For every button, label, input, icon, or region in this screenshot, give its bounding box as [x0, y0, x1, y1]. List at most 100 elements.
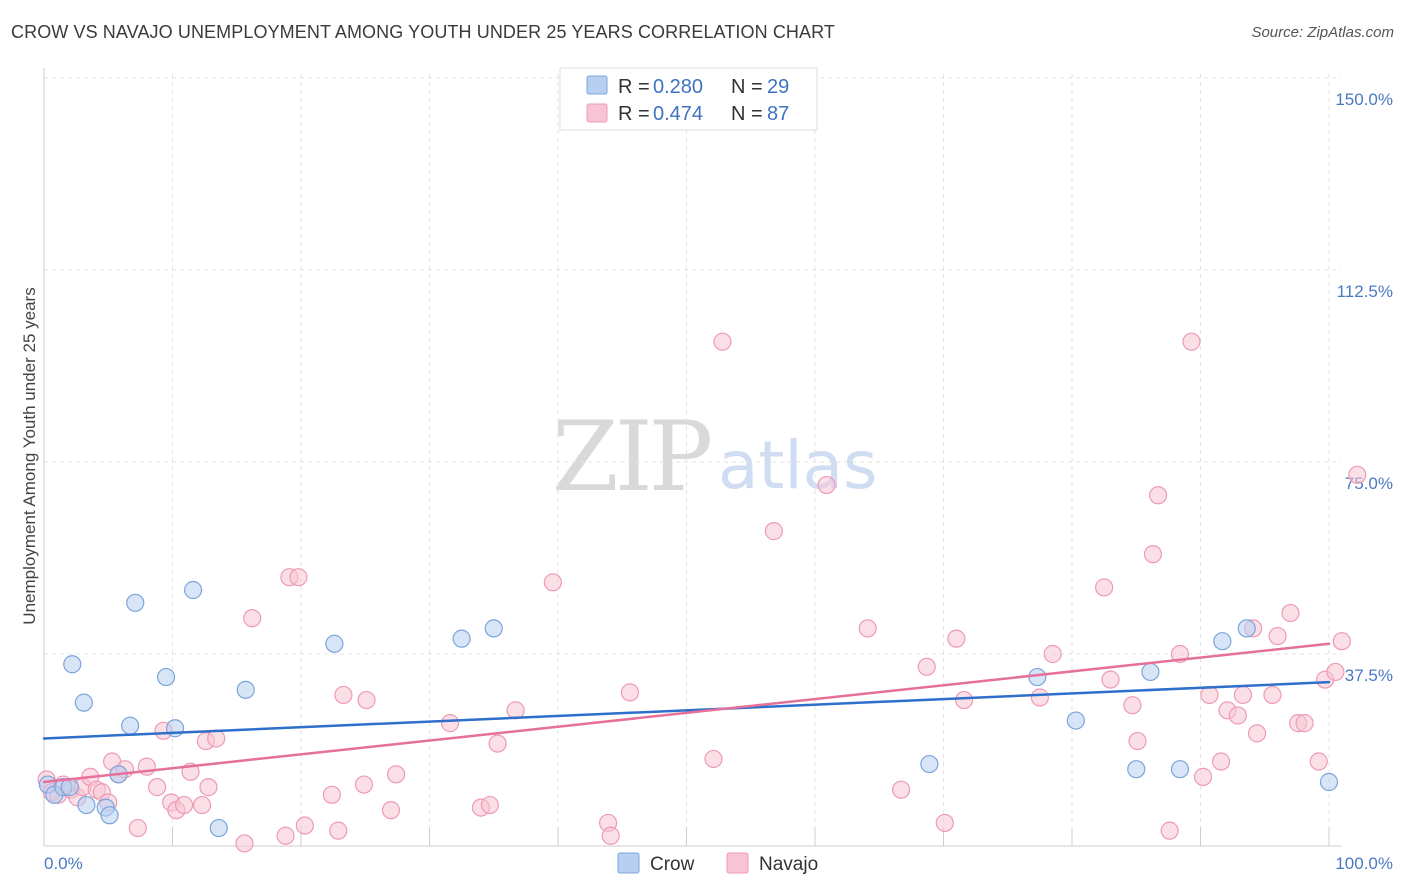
crow-point-19	[484, 619, 503, 638]
navajo-point-79	[1281, 603, 1300, 623]
axes	[43, 68, 1342, 847]
navajo-point-38	[386, 765, 406, 784]
navajo-point-44	[543, 573, 562, 592]
trend-lines	[42, 642, 1331, 784]
crow-point-12	[156, 667, 176, 687]
legend-crow-n-label: N =	[731, 76, 763, 98]
legend-navajo-r-value: 0.474	[653, 103, 703, 125]
y-tick-label-3: 150.0%	[1335, 90, 1393, 109]
crow-point-11	[126, 593, 145, 612]
crow-point-27	[1237, 619, 1256, 638]
navajo-point-43	[506, 701, 525, 720]
navajo-point-25	[207, 729, 226, 748]
navajo-point-70	[1200, 685, 1219, 705]
crow-point-21	[1028, 667, 1047, 687]
bottom-legend-navajo: Navajo	[759, 854, 818, 875]
navajo-point-85	[1332, 632, 1351, 651]
bottom-legend-crow: Crow	[650, 854, 695, 875]
source-attribution: Source: ZipAtlas.com	[1251, 24, 1394, 41]
navajo-point-30	[289, 568, 308, 587]
x-tick-label-1: 100.0%	[1335, 854, 1393, 873]
x-tick-labels: 0.0% 100.0%	[44, 854, 1393, 873]
navajo-point-61	[1101, 670, 1120, 689]
navajo-point-81	[1295, 714, 1314, 733]
navajo-point-35	[354, 775, 374, 794]
legend-navajo-n-label: N =	[731, 103, 763, 125]
crow-trend-line	[42, 680, 1331, 740]
navajo-point-82	[1309, 752, 1328, 771]
chart-title: CROW VS NAVAJO UNEMPLOYMENT AMONG YOUTH …	[11, 22, 836, 42]
crow-point-20	[920, 754, 939, 774]
navajo-point-48	[704, 749, 723, 769]
navajo-point-52	[858, 619, 877, 638]
navajo-point-14	[128, 818, 147, 838]
navajo-point-73	[1228, 706, 1247, 725]
crow-point-17	[325, 634, 344, 653]
navajo-point-58	[1043, 644, 1062, 664]
navajo-point-71	[1211, 752, 1231, 771]
legend-navajo-r-label: R =	[618, 103, 650, 125]
navajo-point-74	[1233, 685, 1253, 705]
legend-crow-r-value: 0.280	[653, 76, 703, 98]
navajo-point-20	[174, 795, 194, 815]
watermark-atlas: atlas	[718, 427, 878, 504]
navajo-point-33	[329, 821, 348, 840]
navajo-point-69	[1193, 767, 1213, 786]
navajo-point-86	[1348, 465, 1367, 484]
navajo-point-27	[243, 609, 262, 628]
legend-crow-n-value: 29	[767, 76, 789, 98]
legend-navajo-n-value: 87	[767, 103, 789, 125]
navajo-point-47	[620, 683, 640, 702]
crow-point-28	[1319, 772, 1339, 792]
navajo-point-16	[147, 778, 167, 797]
navajo-point-22	[192, 795, 212, 815]
x-tick-label-0: 0.0%	[44, 854, 83, 873]
legend-swatch-navajo	[586, 103, 608, 123]
legend-crow-r-label: R =	[618, 76, 650, 98]
navajo-point-53	[891, 780, 911, 799]
navajo-point-46	[601, 826, 620, 845]
crow-point-23	[1127, 760, 1146, 779]
navajo-point-31	[295, 816, 314, 835]
crow-point-8	[100, 806, 119, 825]
crow-point-14	[183, 580, 203, 600]
y-tick-label-0: 37.5%	[1345, 666, 1393, 685]
navajo-point-56	[947, 629, 966, 648]
top-legend: R = 0.280 N = 29 R = 0.474 N = 87	[559, 67, 818, 131]
navajo-point-28	[276, 826, 295, 845]
navajo-point-76	[1247, 724, 1267, 743]
data-points	[37, 332, 1367, 853]
crow-point-4	[63, 655, 82, 674]
navajo-point-24	[199, 778, 218, 797]
navajo-point-63	[1128, 731, 1147, 751]
navajo-point-68	[1182, 332, 1201, 351]
crow-point-10	[120, 716, 140, 735]
gridlines	[44, 74, 1341, 846]
navajo-point-77	[1263, 685, 1282, 705]
navajo-point-59	[1030, 688, 1049, 707]
crow-point-25	[1170, 760, 1190, 779]
navajo-point-32	[322, 785, 341, 804]
legend-swatch-crow	[586, 75, 608, 95]
navajo-point-51	[817, 475, 836, 495]
navajo-point-66	[1160, 821, 1179, 840]
navajo-point-57	[954, 690, 974, 710]
navajo-point-36	[357, 690, 376, 710]
navajo-point-54	[917, 657, 936, 676]
y-tick-labels: 37.5%75.0%112.5%150.0%	[1335, 90, 1393, 685]
navajo-point-26	[235, 834, 254, 853]
crow-point-26	[1213, 632, 1232, 651]
bottom-legend: Crow Navajo	[617, 852, 818, 875]
y-axis-label: Unemployment Among Youth under 25 years	[20, 287, 39, 624]
y-tick-label-2: 112.5%	[1337, 282, 1393, 301]
navajo-point-50	[764, 522, 783, 541]
navajo-point-60	[1095, 578, 1114, 597]
navajo-point-49	[713, 332, 732, 351]
navajo-point-64	[1143, 545, 1163, 564]
crow-point-16	[236, 680, 255, 699]
crow-point-5	[74, 693, 93, 712]
crow-point-3	[60, 778, 79, 797]
bottom-legend-swatch-navajo	[726, 852, 749, 874]
navajo-point-42	[488, 734, 507, 753]
